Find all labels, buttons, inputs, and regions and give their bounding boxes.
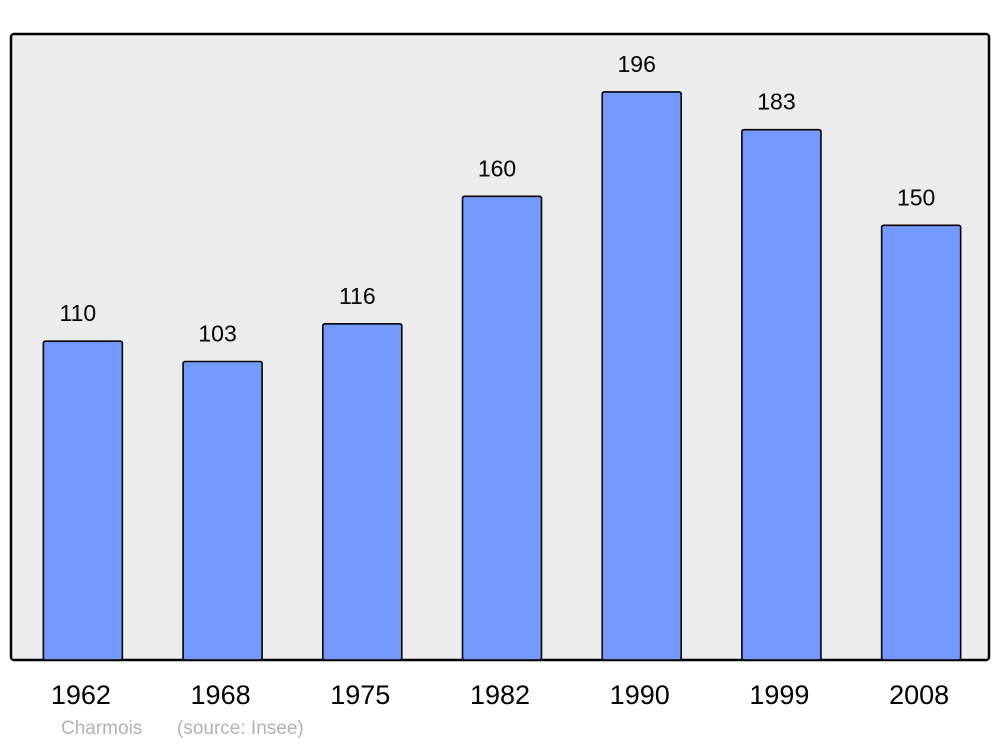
- data-label-1962: 110: [60, 300, 97, 326]
- x-tick-label: 1990: [610, 680, 670, 710]
- bar-1982: [461, 195, 543, 661]
- footer-source: (source: Insee): [177, 718, 304, 739]
- data-label-1982: 160: [478, 155, 516, 181]
- x-tick-label: 1962: [51, 680, 111, 710]
- x-tick-label: 1968: [191, 680, 251, 710]
- bar-1999: [741, 128, 822, 661]
- bar-2008: [880, 224, 962, 661]
- data-label-1990: 196: [618, 51, 656, 77]
- x-tick-label: 1999: [749, 680, 809, 710]
- bar-1990: [601, 91, 683, 661]
- bar-1975: [321, 323, 403, 661]
- x-tick-label: 2008: [889, 680, 949, 710]
- bar-1968: [182, 360, 263, 661]
- x-tick-label: 1982: [470, 680, 530, 710]
- data-label-1968: 103: [198, 320, 236, 346]
- data-label-1999: 183: [757, 89, 795, 115]
- data-label-2008: 150: [897, 184, 935, 210]
- data-label-1975: 116: [339, 283, 376, 309]
- x-tick-label: 1975: [330, 680, 390, 710]
- bar-1962: [42, 340, 124, 661]
- footer-commune: Charmois: [61, 718, 143, 739]
